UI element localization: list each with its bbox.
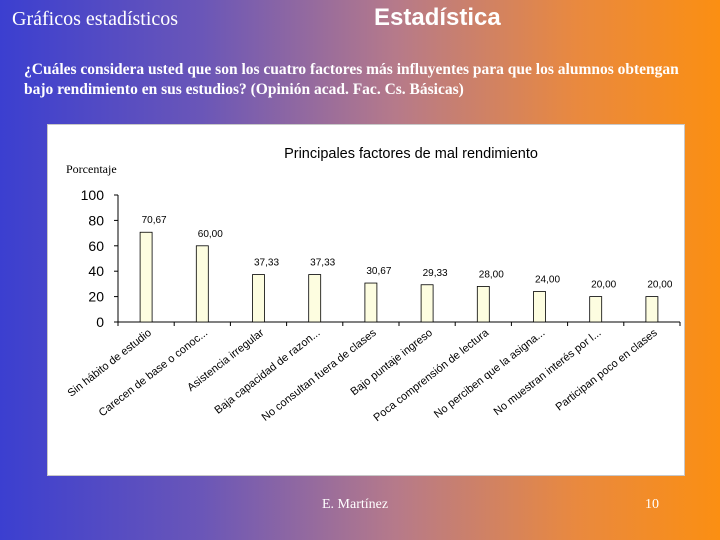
question-text: ¿Cuáles considera usted que son los cuat… [24,61,679,98]
y-tick-label: 80 [88,212,104,228]
data-label: 20,00 [647,280,672,291]
slide-subtitle: Gráficos estadísticos [12,8,179,30]
slide-title: Estadística [374,4,501,31]
footer-author: E. Martínez [322,497,389,512]
data-label: 70,67 [142,215,167,226]
category-label: Poca comprensión de lectura [371,326,491,424]
data-label: 30,67 [366,266,391,277]
y-tick-label: 20 [88,289,104,305]
y-tick-label: 0 [96,314,104,330]
data-label: 37,33 [254,258,279,269]
data-label: 29,33 [423,268,448,279]
bar [476,286,490,323]
bar [308,274,322,323]
category-label: No perciben que la asigna... [432,327,547,421]
category-label: Participan poco en clases [554,327,661,414]
chart-title: Principales factores de mal rendimiento [284,146,538,162]
data-label: 24,00 [535,275,560,286]
data-label: 37,33 [310,258,335,269]
bar-chart: Principales factores de mal rendimiento … [66,146,681,424]
category-label: Baja capacidad de razon... [213,327,323,417]
category-label: No consultan fuera de clases [260,327,380,424]
y-tick-label: 100 [81,187,105,203]
bar [139,231,153,323]
data-label: 60,00 [198,229,223,240]
y-axis-label: Porcentaje [66,162,117,176]
data-label: 20,00 [591,280,616,291]
chart-panel: Principales factores de mal rendimiento … [47,124,685,476]
bar [195,245,209,323]
bar [589,296,603,323]
page-number: 10 [645,497,659,512]
y-tick-label: 40 [88,263,104,279]
category-label: No muestran interés por l... [492,327,604,418]
bar [252,274,265,323]
y-tick-label: 60 [88,238,104,254]
bar [420,284,434,323]
data-label: 28,00 [479,269,504,280]
category-label: Carecen de base o conoc... [97,327,210,419]
bar [364,282,378,323]
bar [645,296,659,323]
bar [533,291,546,323]
